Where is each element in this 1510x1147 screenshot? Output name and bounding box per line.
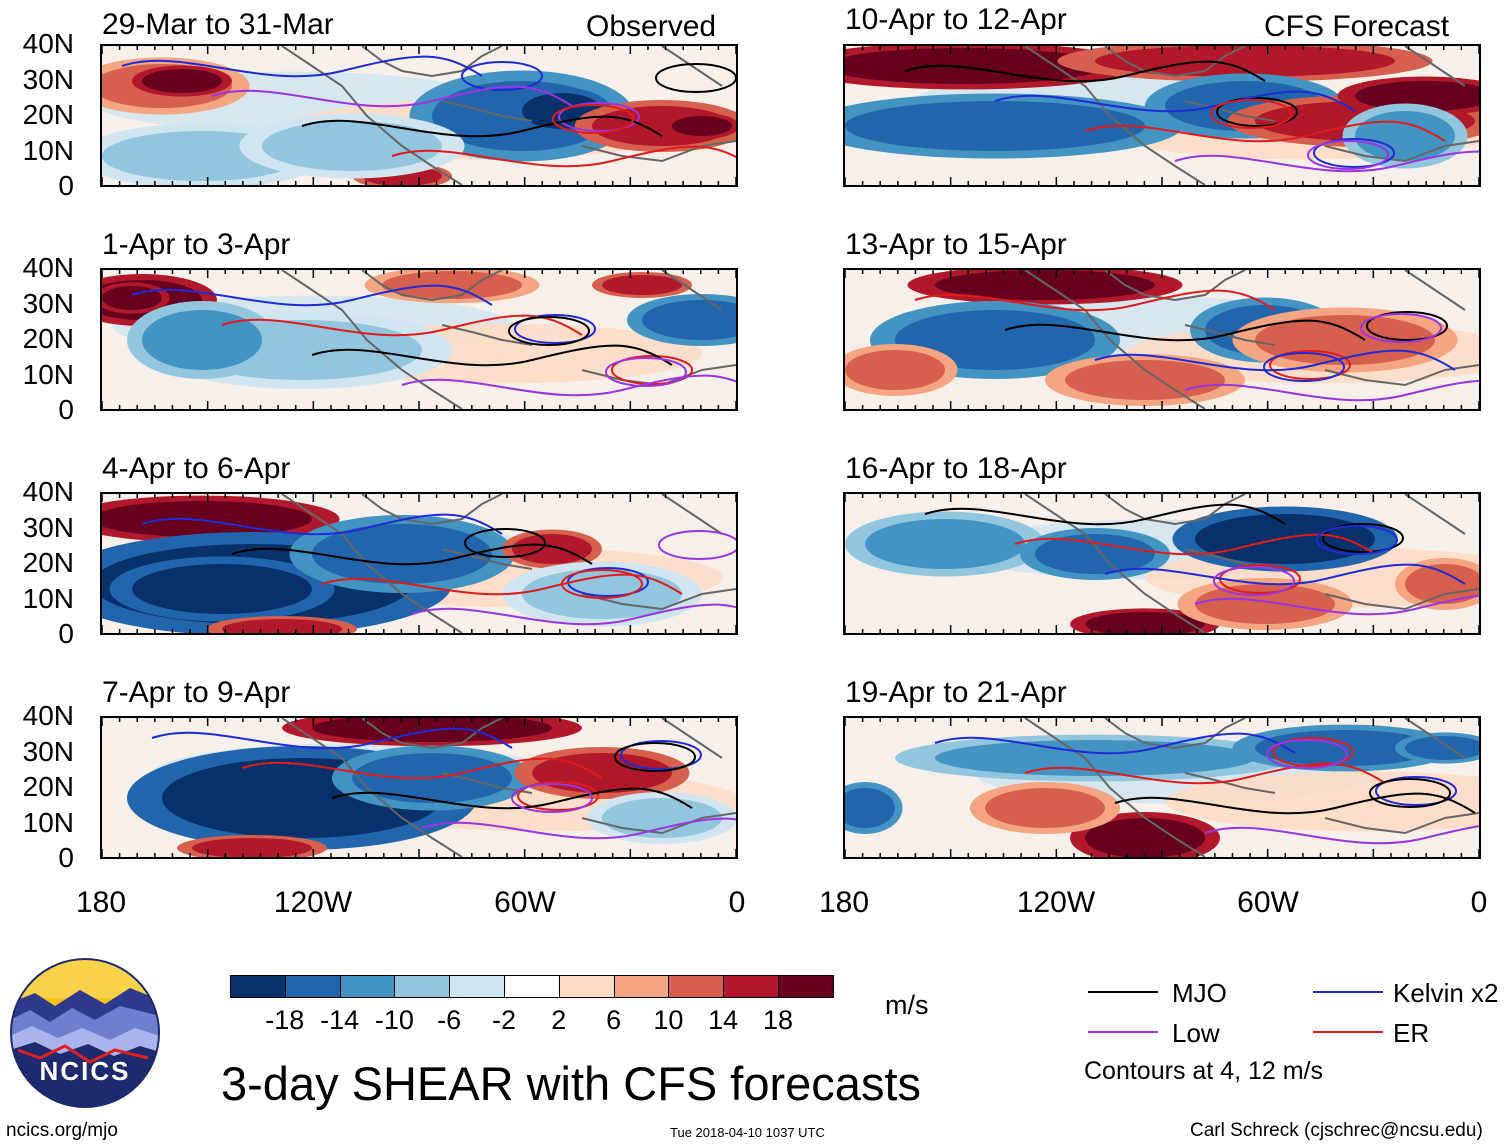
- map-panel-left-1: [100, 44, 738, 187]
- panel-title-right-3: 16-Apr to 18-Apr: [845, 452, 1067, 485]
- colorbar-swatch: [558, 975, 615, 998]
- lat-tick-row1-10n: 10N: [22, 134, 74, 166]
- lat-tick-row1-30n: 30N: [22, 63, 74, 95]
- legend-line-low: [1088, 1031, 1158, 1033]
- map-panel-left-2: [100, 268, 738, 411]
- legend-line-mjo: [1088, 991, 1158, 993]
- map-panel-left-3: [100, 492, 738, 635]
- map-panel-right-3: [843, 492, 1481, 635]
- panel-title-right-2: 13-Apr to 15-Apr: [845, 228, 1067, 261]
- legend-note: Contours at 4, 12 m/s: [1084, 1057, 1324, 1085]
- colorbar-swatch: [504, 975, 560, 998]
- colorbar-swatch: [394, 975, 451, 998]
- lat-tick-row4-20n: 20N: [22, 771, 74, 802]
- figure-title: 3-day SHEAR with CFS forecasts: [221, 1057, 921, 1110]
- lat-tick-row3-20n: 20N: [22, 547, 74, 578]
- colorbar-swatch: [284, 975, 341, 998]
- ncics-logo: NCICS: [10, 958, 160, 1108]
- colorbar-label: -18: [265, 1005, 305, 1035]
- colorbar-swatch: [613, 975, 670, 998]
- forecast-label: CFS Forecast: [1264, 10, 1450, 43]
- lat-tick-row4-10n: 10N: [22, 806, 74, 838]
- lon-tick-right-180: 180: [818, 886, 870, 919]
- colorbar-label: 10: [653, 1005, 684, 1035]
- panel-title-right-4: 19-Apr to 21-Apr: [845, 676, 1067, 709]
- lat-tick-row2-30n: 30N: [22, 287, 74, 319]
- colorbar-swatch: [723, 975, 779, 998]
- panel-title-left-4: 7-Apr to 9-Apr: [102, 676, 291, 709]
- lat-tick-row3-30n: 30N: [22, 511, 74, 543]
- colorbar-label: -6: [437, 1005, 462, 1035]
- colorbar-label: -2: [491, 1005, 517, 1035]
- panel-title-left-3: 4-Apr to 6-Apr: [102, 452, 291, 485]
- lat-tick-row4-0: 0: [58, 842, 74, 873]
- panel-title-left-2: 1-Apr to 3-Apr: [102, 228, 291, 261]
- map-panel-right-4: [843, 716, 1481, 859]
- legend-label-kelvin: Kelvin x2: [1393, 978, 1499, 1008]
- colorbar-swatch: [778, 975, 834, 998]
- lat-tick-row2-40n: 40N: [22, 252, 74, 283]
- footer-credit: Carl Schreck (cjschrec@ncsu.edu): [1190, 1120, 1483, 1141]
- colorbar-swatch: [339, 975, 396, 998]
- logo-text: NCICS: [39, 1056, 131, 1086]
- observed-label: Observed: [586, 10, 717, 43]
- lon-tick-left-180: 180: [75, 886, 127, 919]
- lat-tick-row2-10n: 10N: [22, 358, 74, 390]
- lon-tick-left-120w: 120W: [273, 886, 353, 919]
- lat-tick-row1-40n: 40N: [22, 28, 74, 59]
- lon-tick-left-0: 0: [728, 886, 746, 919]
- colorbar-label: -10: [374, 1005, 414, 1035]
- lon-tick-left-60w: 60W: [494, 886, 556, 919]
- footer-url: ncics.org/mjo: [6, 1120, 118, 1141]
- lon-tick-right-0: 0: [1470, 886, 1488, 919]
- lon-tick-right-60w: 60W: [1237, 886, 1299, 919]
- colorbar-swatch: [668, 975, 725, 998]
- colorbar-label: -14: [320, 1005, 360, 1035]
- lat-tick-row2-0: 0: [58, 394, 74, 425]
- lat-tick-row1-0: 0: [58, 170, 74, 201]
- legend-label-mjo: MJO: [1172, 978, 1227, 1008]
- lat-tick-row3-40n: 40N: [22, 476, 74, 507]
- colorbar-label: 2: [551, 1005, 567, 1035]
- panel-title-right-1: 10-Apr to 12-Apr: [845, 3, 1067, 36]
- lon-tick-right-120w: 120W: [1016, 886, 1096, 919]
- legend-line-er: [1313, 1031, 1383, 1033]
- map-panel-right-1: [843, 44, 1481, 187]
- lat-tick-row2-20n: 20N: [22, 323, 74, 354]
- colorbar-swatch: [230, 975, 286, 998]
- lat-tick-row1-20n: 20N: [22, 99, 74, 130]
- colorbar-units: m/s: [885, 990, 929, 1020]
- lat-tick-row4-40n: 40N: [22, 700, 74, 731]
- lat-tick-row4-30n: 30N: [22, 735, 74, 767]
- legend-label-low: Low: [1172, 1018, 1220, 1048]
- map-panel-left-4: [100, 716, 738, 859]
- colorbar-label: 6: [606, 1005, 622, 1035]
- lat-tick-row3-0: 0: [58, 618, 74, 649]
- colorbar-label: 18: [762, 1005, 794, 1035]
- legend-label-er: ER: [1393, 1018, 1430, 1048]
- lat-tick-row3-10n: 10N: [22, 582, 74, 614]
- colorbar-swatch: [449, 975, 505, 998]
- map-panel-right-2: [843, 268, 1481, 411]
- colorbar-label: 14: [708, 1005, 739, 1035]
- panel-title-left-1: 29-Mar to 31-Mar: [102, 8, 334, 41]
- legend-line-kelvin: [1313, 991, 1383, 993]
- footer-timestamp: Tue 2018-04-10 1037 UTC: [670, 1125, 825, 1140]
